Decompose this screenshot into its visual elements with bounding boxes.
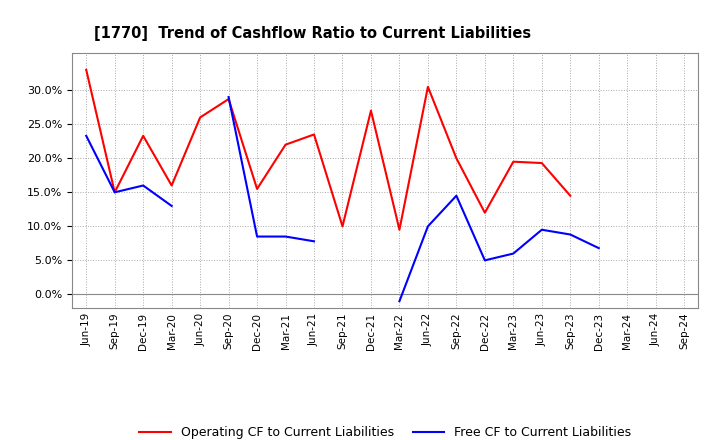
Operating CF to Current Liabilities xyxy=(366,108,375,113)
Operating CF to Current Liabilities xyxy=(110,190,119,195)
Free CF to Current Liabilities xyxy=(423,224,432,229)
Free CF to Current Liabilities xyxy=(167,203,176,209)
Operating CF to Current Liabilities xyxy=(310,132,318,137)
Operating CF to Current Liabilities xyxy=(253,186,261,191)
Operating CF to Current Liabilities xyxy=(395,227,404,232)
Operating CF to Current Liabilities xyxy=(537,161,546,166)
Free CF to Current Liabilities xyxy=(225,95,233,100)
Operating CF to Current Liabilities xyxy=(452,156,461,161)
Operating CF to Current Liabilities xyxy=(167,183,176,188)
Free CF to Current Liabilities xyxy=(480,258,489,263)
Legend: Operating CF to Current Liabilities, Free CF to Current Liabilities: Operating CF to Current Liabilities, Fre… xyxy=(135,422,636,440)
Operating CF to Current Liabilities xyxy=(480,210,489,215)
Operating CF to Current Liabilities xyxy=(338,224,347,229)
Free CF to Current Liabilities xyxy=(282,234,290,239)
Free CF to Current Liabilities xyxy=(537,227,546,232)
Operating CF to Current Liabilities xyxy=(82,67,91,73)
Text: [1770]  Trend of Cashflow Ratio to Current Liabilities: [1770] Trend of Cashflow Ratio to Curren… xyxy=(94,26,531,41)
Free CF to Current Liabilities xyxy=(452,193,461,198)
Free CF to Current Liabilities xyxy=(395,299,404,304)
Line: Free CF to Current Liabilities: Free CF to Current Liabilities xyxy=(86,97,599,301)
Free CF to Current Liabilities xyxy=(110,190,119,195)
Operating CF to Current Liabilities xyxy=(423,84,432,89)
Free CF to Current Liabilities xyxy=(566,232,575,237)
Operating CF to Current Liabilities xyxy=(196,115,204,120)
Free CF to Current Liabilities xyxy=(310,238,318,244)
Operating CF to Current Liabilities xyxy=(139,133,148,139)
Free CF to Current Liabilities xyxy=(595,246,603,251)
Operating CF to Current Liabilities xyxy=(566,193,575,198)
Free CF to Current Liabilities xyxy=(139,183,148,188)
Operating CF to Current Liabilities xyxy=(282,142,290,147)
Operating CF to Current Liabilities xyxy=(509,159,518,164)
Free CF to Current Liabilities xyxy=(82,133,91,139)
Free CF to Current Liabilities xyxy=(253,234,261,239)
Operating CF to Current Liabilities xyxy=(225,96,233,102)
Free CF to Current Liabilities xyxy=(509,251,518,256)
Line: Operating CF to Current Liabilities: Operating CF to Current Liabilities xyxy=(86,70,570,230)
